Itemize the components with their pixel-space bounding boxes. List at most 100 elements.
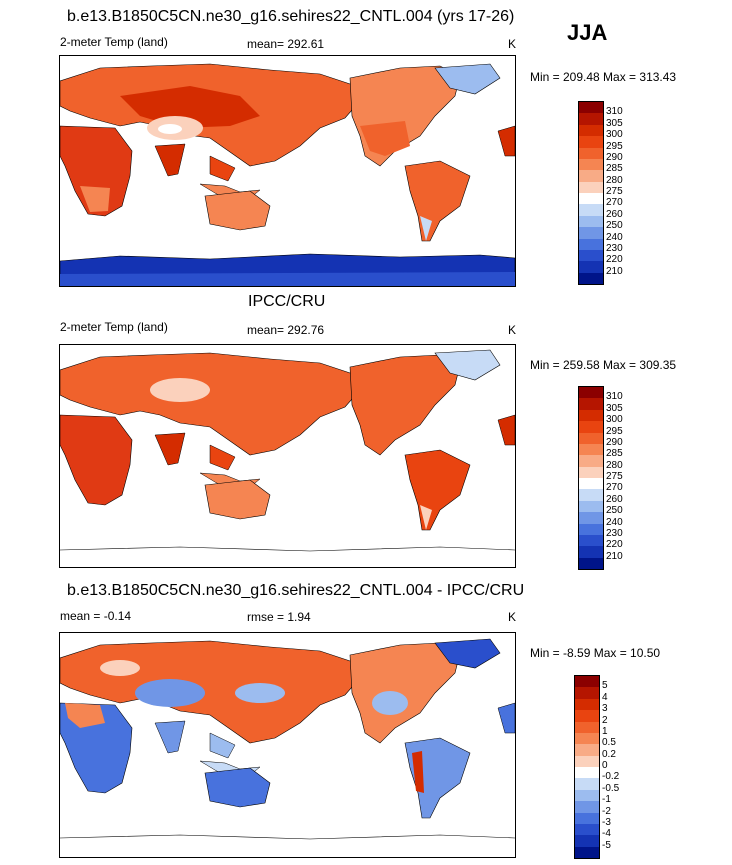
australia-landmass — [204, 190, 271, 231]
colorbar-tick-label: -5 — [602, 839, 611, 851]
colorbar-tick-label: 250 — [606, 220, 623, 232]
colorbar-swatch — [575, 846, 599, 858]
colorbar-tick-label: 295 — [606, 140, 623, 152]
colorbar-tick-label: 270 — [606, 482, 623, 494]
colorbar-tick-label: -0.2 — [602, 771, 620, 783]
colorbar-swatch — [579, 534, 603, 547]
panel1-title: b.e13.B1850C5CN.ne30_g16.sehires22_CNTL.… — [67, 8, 515, 25]
colorbar-swatch — [579, 466, 603, 478]
panel3-colorbar — [574, 675, 600, 859]
panel2-title: IPCC/CRU — [248, 293, 326, 310]
colorbar-swatch — [579, 489, 603, 501]
colorbar-swatch — [575, 812, 599, 824]
colorbar-tick-label: 250 — [606, 505, 623, 517]
colorbar-tick-label: 285 — [606, 448, 623, 460]
colorbar-tick-label: -0.5 — [602, 782, 620, 794]
colorbar-swatch — [579, 557, 603, 569]
colorbar-swatch — [579, 455, 603, 467]
colorbar-tick-label: 300 — [606, 129, 623, 141]
colorbar-tick-label: 210 — [606, 265, 623, 277]
colorbar-swatch — [579, 546, 603, 558]
colorbar-swatch — [579, 523, 603, 535]
colorbar-swatch — [579, 136, 603, 148]
colorbar-swatch — [575, 767, 599, 779]
colorbar-swatch — [575, 687, 599, 699]
colorbar-swatch — [579, 512, 603, 524]
colorbar-tick-label: 220 — [606, 539, 623, 551]
panel1-mean-label: mean= 292.61 — [247, 37, 325, 51]
colorbar-swatch — [579, 181, 603, 193]
colorbar-tick-label: 305 — [606, 117, 623, 129]
north-america-landmass — [349, 65, 461, 167]
colorbar-swatch — [575, 744, 599, 756]
panel3-unit-label: K — [508, 610, 517, 624]
panel3-minmax-label: Min = -8.59 Max = 10.50 — [530, 646, 661, 660]
colorbar-swatch — [575, 755, 599, 767]
colorbar-tick-label: 290 — [606, 151, 623, 163]
colorbar-tick-label: 0.2 — [602, 748, 616, 760]
colorbar-swatch — [579, 215, 603, 228]
colorbar-tick-label: 240 — [606, 231, 623, 243]
colorbar-tick-label: 310 — [606, 391, 623, 403]
colorbar-swatch — [579, 147, 603, 159]
panel3-map — [59, 632, 516, 858]
colorbar-swatch — [579, 443, 603, 456]
colorbar-tick-label: 295 — [606, 425, 623, 437]
colorbar-tick-label: 275 — [606, 471, 623, 482]
colorbar-swatch — [575, 676, 599, 688]
colorbar-swatch — [579, 387, 603, 399]
colorbar-swatch — [579, 398, 603, 410]
colorbar-swatch — [579, 227, 603, 239]
colorbar-tick-label: 210 — [606, 550, 623, 562]
panel1-minmax-label: Min = 209.48 Max = 313.43 — [530, 70, 677, 84]
colorbar-swatch — [579, 272, 603, 284]
colorbar-tick-label: 1 — [602, 725, 608, 737]
panel1-variable-label: 2-meter Temp (land) — [60, 35, 168, 49]
colorbar-swatch — [579, 124, 603, 137]
colorbar-tick-label: -3 — [602, 816, 611, 828]
colorbar-swatch — [575, 835, 599, 847]
panel1-colorbar — [578, 101, 604, 285]
colorbar-swatch — [579, 261, 603, 273]
colorbar-swatch — [579, 500, 603, 513]
colorbar-swatch — [579, 478, 603, 490]
panel2-variable-label: 2-meter Temp (land) — [60, 320, 168, 334]
colorbar-swatch — [579, 170, 603, 182]
colorbar-swatch — [575, 778, 599, 790]
panel2-colorbar — [578, 386, 604, 570]
colorbar-swatch — [575, 823, 599, 836]
colorbar-swatch — [575, 732, 599, 745]
colorbar-tick-label: 305 — [606, 402, 623, 414]
colorbar-tick-label: 0 — [602, 760, 608, 771]
south-america-landmass — [404, 160, 471, 242]
colorbar-swatch — [579, 249, 603, 262]
colorbar-tick-label: 220 — [606, 254, 623, 266]
colorbar-swatch — [579, 193, 603, 205]
colorbar-tick-label: -1 — [602, 794, 611, 806]
panel2-unit-label: K — [508, 323, 517, 337]
colorbar-swatch — [575, 698, 599, 711]
colorbar-swatch — [579, 204, 603, 216]
panel2-minmax-label: Min = 259.58 Max = 309.35 — [530, 358, 677, 372]
colorbar-tick-label: 3 — [602, 703, 608, 715]
colorbar-tick-label: 4 — [602, 691, 608, 703]
season-label: JJA — [567, 20, 608, 45]
colorbar-tick-label: 260 — [606, 208, 623, 220]
panel1-unit-label: K — [508, 37, 517, 51]
colorbar-tick-label: 310 — [606, 106, 623, 118]
panel2-map — [59, 344, 516, 568]
colorbar-swatch — [575, 710, 599, 722]
colorbar-tick-label: 5 — [602, 680, 608, 692]
colorbar-swatch — [579, 421, 603, 433]
colorbar-swatch — [579, 158, 603, 171]
greenland-landmass — [434, 63, 501, 95]
colorbar-tick-label: 270 — [606, 197, 623, 209]
colorbar-tick-label: 230 — [606, 527, 623, 539]
panel3-rmse-label: rmse = 1.94 — [247, 610, 311, 624]
colorbar-swatch — [575, 801, 599, 813]
colorbar-swatch — [579, 102, 603, 114]
panel2-mean-label: mean= 292.76 — [247, 323, 325, 337]
colorbar-tick-label: 230 — [606, 242, 623, 254]
colorbar-swatch — [579, 432, 603, 444]
colorbar-tick-label: 0.5 — [602, 737, 616, 749]
